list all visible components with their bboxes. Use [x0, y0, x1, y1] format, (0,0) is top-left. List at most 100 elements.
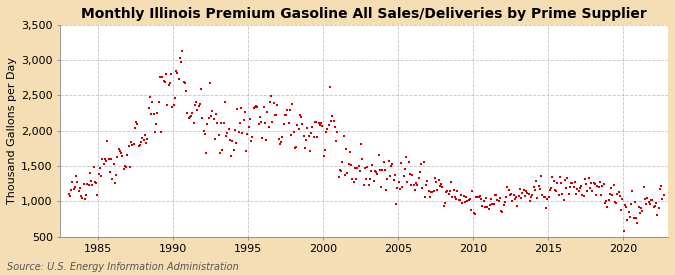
Point: [568, 185, 579, 189]
Point: [436, 182, 447, 187]
Point: [115, 151, 126, 155]
Text: Source: U.S. Energy Information Administration: Source: U.S. Energy Information Administ…: [7, 262, 238, 272]
Point: [290, 145, 300, 150]
Point: [450, 195, 460, 199]
Point: [597, 183, 608, 188]
Point: [309, 120, 320, 125]
Point: [383, 159, 394, 164]
Point: [257, 136, 268, 141]
Point: [162, 103, 173, 108]
Point: [431, 180, 441, 184]
Point: [461, 195, 472, 199]
Point: [182, 111, 192, 115]
Point: [84, 171, 95, 175]
Point: [181, 89, 192, 93]
Point: [404, 172, 415, 177]
Point: [634, 211, 645, 215]
Point: [630, 200, 641, 204]
Point: [541, 206, 551, 210]
Point: [451, 197, 462, 202]
Point: [423, 189, 434, 193]
Point: [648, 204, 659, 209]
Point: [139, 133, 150, 138]
Point: [653, 206, 664, 210]
Point: [241, 149, 252, 154]
Point: [130, 125, 140, 130]
Point: [618, 229, 629, 233]
Point: [242, 131, 252, 136]
Point: [316, 121, 327, 125]
Point: [368, 179, 379, 183]
Point: [177, 48, 188, 53]
Point: [566, 180, 576, 185]
Point: [427, 190, 438, 195]
Point: [333, 174, 344, 179]
Point: [533, 184, 544, 188]
Y-axis label: Thousand Gallons per Day: Thousand Gallons per Day: [7, 57, 17, 204]
Point: [392, 185, 403, 190]
Point: [414, 170, 425, 174]
Point: [475, 193, 485, 198]
Point: [647, 198, 658, 203]
Point: [564, 185, 575, 189]
Point: [422, 178, 433, 183]
Point: [80, 196, 90, 201]
Point: [373, 153, 384, 157]
Point: [248, 106, 259, 111]
Point: [131, 120, 142, 124]
Point: [419, 195, 430, 200]
Point: [202, 122, 213, 126]
Point: [516, 196, 526, 200]
Point: [292, 123, 302, 128]
Point: [180, 81, 190, 85]
Point: [470, 212, 481, 216]
Point: [302, 126, 313, 131]
Point: [587, 188, 598, 193]
Point: [367, 163, 378, 168]
Point: [137, 136, 148, 141]
Point: [328, 119, 339, 123]
Point: [70, 185, 80, 189]
Point: [435, 184, 446, 188]
Point: [219, 100, 230, 104]
Point: [174, 56, 185, 60]
Point: [388, 178, 399, 182]
Point: [315, 122, 325, 127]
Point: [72, 179, 82, 184]
Point: [127, 143, 138, 148]
Point: [258, 105, 269, 109]
Point: [224, 138, 235, 142]
Point: [596, 193, 607, 197]
Point: [356, 142, 367, 147]
Point: [582, 188, 593, 193]
Point: [580, 182, 591, 186]
Point: [247, 135, 258, 139]
Point: [95, 166, 105, 170]
Point: [477, 204, 488, 208]
Point: [547, 175, 558, 179]
Point: [143, 106, 154, 110]
Point: [413, 176, 424, 181]
Point: [639, 197, 650, 202]
Point: [203, 116, 214, 120]
Point: [231, 141, 242, 145]
Point: [77, 196, 88, 200]
Point: [557, 192, 568, 197]
Point: [612, 191, 623, 196]
Point: [340, 173, 350, 178]
Point: [161, 72, 171, 77]
Point: [602, 205, 613, 209]
Point: [531, 178, 541, 183]
Point: [454, 198, 465, 202]
Point: [437, 185, 448, 190]
Point: [246, 139, 256, 143]
Point: [624, 215, 635, 219]
Point: [416, 162, 427, 166]
Point: [158, 79, 169, 83]
Point: [542, 197, 553, 201]
Point: [595, 179, 605, 184]
Point: [157, 75, 167, 79]
Point: [236, 105, 246, 110]
Point: [176, 60, 186, 64]
Point: [548, 179, 559, 183]
